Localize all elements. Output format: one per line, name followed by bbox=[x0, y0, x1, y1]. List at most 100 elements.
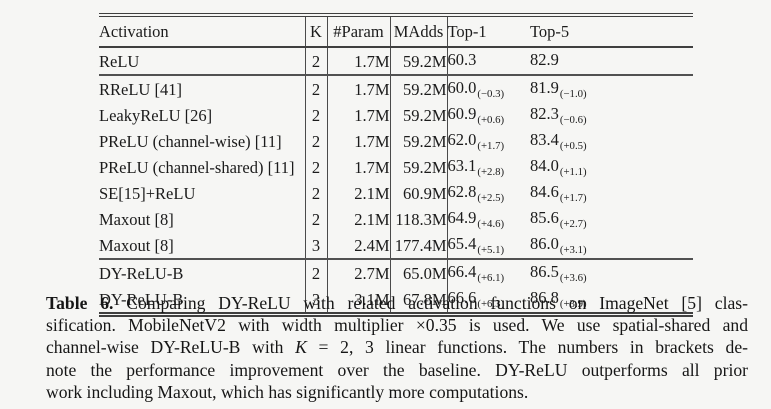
cell-madds: 177.4M bbox=[390, 232, 448, 259]
cell-top1: 66.4(+6.1) bbox=[447, 259, 530, 286]
cell-param: 1.7M bbox=[327, 128, 391, 154]
top1-delta: (+6.1) bbox=[477, 271, 505, 284]
top1-delta: (+2.8) bbox=[477, 165, 505, 178]
cell-top5: 83.4(+0.5) bbox=[530, 128, 693, 154]
caption-k-symbol: K bbox=[295, 337, 307, 358]
top1-value: 60.3 bbox=[447, 50, 477, 69]
top5-value: 82.9 bbox=[530, 50, 559, 69]
cell-k: 2 bbox=[305, 102, 328, 128]
header-activation: Activation bbox=[99, 15, 306, 47]
top1-value: 64.9 bbox=[447, 208, 477, 227]
top1-value: 62.0 bbox=[447, 130, 477, 149]
top1-value: 66.6 bbox=[447, 288, 477, 307]
header-top1: Top-1 bbox=[447, 22, 487, 41]
top5-value: 84.6 bbox=[530, 182, 559, 201]
top1-value: 60.9 bbox=[447, 104, 477, 123]
cell-madds: 60.9M bbox=[390, 180, 448, 206]
top1-delta: (+5.1) bbox=[477, 243, 505, 256]
cell-top5: 81.9(−1.0) bbox=[530, 75, 693, 102]
cell-top1: 62.8(+2.5) bbox=[447, 180, 530, 206]
caption-line-5-text: work including Maxout, which has signifi… bbox=[46, 381, 529, 402]
cell-top5: 82.3(−0.6) bbox=[530, 102, 693, 128]
cell-madds: 59.2M bbox=[390, 128, 448, 154]
top5-value: 86.0 bbox=[530, 234, 559, 253]
table-row-dyrelub-k3: DY-ReLU-B 3 3.1M 67.8M 66.6(+6.3) 86.8(+… bbox=[99, 286, 693, 315]
top1-delta: (+6.3) bbox=[477, 297, 505, 310]
top1-value: 62.8 bbox=[447, 182, 477, 201]
cell-param: 1.7M bbox=[327, 154, 391, 180]
cell-param: 1.7M bbox=[327, 75, 391, 102]
caption-line-5: work including Maxout, which has signifi… bbox=[46, 381, 748, 403]
top5-delta: (+1.7) bbox=[559, 191, 587, 204]
cell-top1: 60.3 bbox=[447, 47, 530, 75]
top5-value: 81.9 bbox=[530, 78, 559, 97]
table-row-maxout-k3: Maxout [8] 3 2.4M 177.4M 65.4(+5.1) 86.0… bbox=[99, 232, 693, 259]
cell-activation: DY-ReLU-B bbox=[99, 286, 306, 315]
cell-top5: 84.6(+1.7) bbox=[530, 180, 693, 206]
cell-k: 2 bbox=[305, 47, 328, 75]
cell-param: 2.7M bbox=[327, 259, 391, 286]
table-row-rrelu: RReLU [41] 2 1.7M 59.2M 60.0(−0.3) 81.9(… bbox=[99, 75, 693, 102]
table-header-row: Activation K #Param MAdds Top-1 Top-5 bbox=[99, 15, 693, 47]
results-table: Activation K #Param MAdds Top-1 Top-5 Re… bbox=[99, 13, 693, 317]
caption-line-3-pre: channel-wise DY-ReLU-B with bbox=[46, 337, 296, 358]
cell-k: 2 bbox=[305, 259, 328, 286]
cell-param: 1.7M bbox=[327, 47, 391, 75]
cell-top5: 85.6(+2.7) bbox=[530, 206, 693, 232]
top1-delta: (−0.3) bbox=[477, 87, 505, 100]
cell-k: 2 bbox=[305, 75, 328, 102]
cell-activation: Maxout [8] bbox=[99, 206, 306, 232]
table-row-dyrelub-k2: DY-ReLU-B 2 2.7M 65.0M 66.4(+6.1) 86.5(+… bbox=[99, 259, 693, 286]
header-top5: Top-5 bbox=[530, 22, 570, 41]
caption-line-2: sification. MobileNetV2 with width multi… bbox=[46, 314, 748, 336]
cell-activation: Maxout [8] bbox=[99, 232, 306, 259]
cell-madds: 65.0M bbox=[390, 259, 448, 286]
caption-line-2-text: sification. MobileNetV2 with width multi… bbox=[46, 315, 748, 336]
cell-k: 2 bbox=[305, 206, 328, 232]
cell-top1: 60.9(+0.6) bbox=[447, 102, 530, 128]
top5-delta: (+3.9) bbox=[559, 297, 587, 310]
table-row-maxout-k2: Maxout [8] 2 2.1M 118.3M 64.9(+4.6) 85.6… bbox=[99, 206, 693, 232]
caption-line-4: note the performance improvement over th… bbox=[46, 359, 748, 381]
top1-delta: (+1.7) bbox=[477, 139, 505, 152]
top5-delta: (+3.1) bbox=[559, 243, 587, 256]
top5-delta: (+1.1) bbox=[559, 165, 587, 178]
cell-activation: PReLU (channel-wise) [11] bbox=[99, 128, 306, 154]
cell-activation: ReLU bbox=[99, 47, 306, 75]
header-param: #Param bbox=[327, 15, 391, 47]
table-caption: Table 6. Comparing DY-ReLU with related … bbox=[46, 292, 748, 403]
cell-top5: 86.5(+3.6) bbox=[530, 259, 693, 286]
cell-madds: 59.2M bbox=[390, 75, 448, 102]
cell-param: 2.1M bbox=[327, 180, 391, 206]
header-madds: MAdds bbox=[390, 15, 448, 47]
table-row-leakyrelu: LeakyReLU [26] 2 1.7M 59.2M 60.9(+0.6) 8… bbox=[99, 102, 693, 128]
top5-delta: (+0.5) bbox=[559, 139, 587, 152]
top5-delta: (+2.7) bbox=[559, 217, 587, 230]
cell-param: 1.7M bbox=[327, 102, 391, 128]
cell-param: 3.1M bbox=[327, 286, 391, 315]
cell-top1: 66.6(+6.3) bbox=[447, 286, 530, 315]
table-row-se-relu: SE[15]+ReLU 2 2.1M 60.9M 62.8(+2.5) 84.6… bbox=[99, 180, 693, 206]
cell-madds: 118.3M bbox=[390, 206, 448, 232]
cell-k: 2 bbox=[305, 128, 328, 154]
table-row-prelu-channelwise: PReLU (channel-wise) [11] 2 1.7M 59.2M 6… bbox=[99, 128, 693, 154]
cell-activation: DY-ReLU-B bbox=[99, 259, 306, 286]
top5-value: 83.4 bbox=[530, 130, 559, 149]
cell-param: 2.1M bbox=[327, 206, 391, 232]
cell-top5: 82.9 bbox=[530, 47, 693, 75]
cell-madds: 67.8M bbox=[390, 286, 448, 315]
top5-value: 86.8 bbox=[530, 288, 559, 307]
cell-top1: 65.4(+5.1) bbox=[447, 232, 530, 259]
top1-value: 60.0 bbox=[447, 78, 477, 97]
cell-madds: 59.2M bbox=[390, 47, 448, 75]
cell-activation: LeakyReLU [26] bbox=[99, 102, 306, 128]
top5-value: 86.5 bbox=[530, 262, 559, 281]
top1-delta: (+2.5) bbox=[477, 191, 505, 204]
caption-line-4-text: note the performance improvement over th… bbox=[46, 359, 748, 380]
cell-top1: 60.0(−0.3) bbox=[447, 75, 530, 102]
cell-activation: SE[15]+ReLU bbox=[99, 180, 306, 206]
caption-line-3-post: = 2, 3 linear functions. The numbers in … bbox=[306, 337, 749, 358]
cell-k: 2 bbox=[305, 154, 328, 180]
cell-activation: PReLU (channel-shared) [11] bbox=[99, 154, 306, 180]
